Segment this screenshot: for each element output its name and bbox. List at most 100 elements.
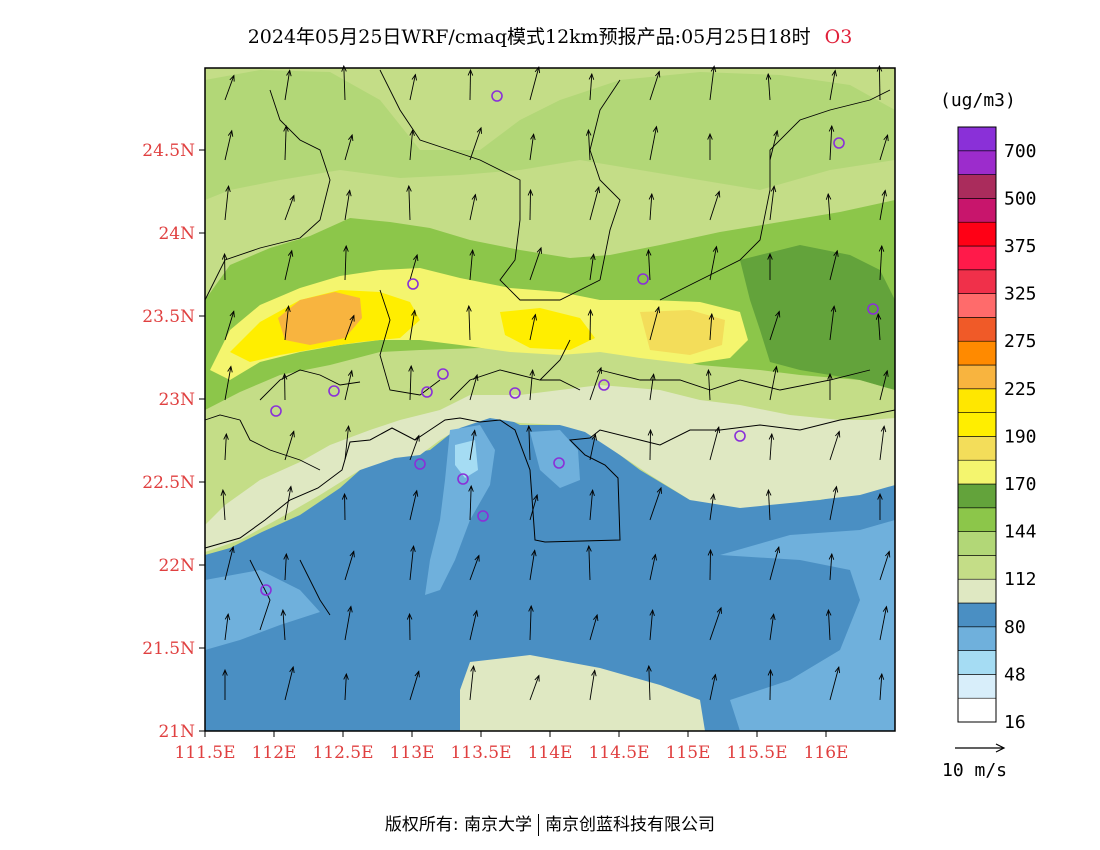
wind-vector (224, 545, 235, 581)
wind-vector-shaft (589, 187, 600, 221)
wind-vector (709, 673, 717, 701)
wind-vector-shaft (343, 66, 346, 101)
wind-vector-shaft (284, 306, 290, 341)
wind-vector-head (346, 189, 352, 197)
wind-vector-head (283, 552, 289, 560)
wind-vector-head (534, 66, 541, 74)
wind-vector-head (586, 544, 592, 552)
vector-scale-arrowhead (995, 743, 1006, 753)
wind-vector-shaft (469, 127, 482, 161)
wind-vector-head (468, 484, 474, 492)
wind-vector-head (648, 192, 655, 200)
province-border (239, 419, 321, 471)
wind-vector (283, 124, 289, 161)
wind-vector-head (287, 485, 293, 493)
station-marker (407, 278, 419, 290)
wind-vector-head (349, 314, 355, 322)
wind-vector-shaft (409, 254, 418, 281)
station-marker (328, 385, 340, 397)
wind-vector-shaft (529, 494, 538, 521)
colorbar-bin (957, 674, 997, 699)
colorbar-bin (957, 483, 997, 509)
wind-vector (825, 192, 832, 221)
wind-vector-shaft (829, 126, 833, 161)
wind-vector (409, 545, 416, 581)
colorbar-bin (957, 531, 997, 556)
wind-vector-head (347, 369, 354, 377)
wind-vector-head (767, 252, 773, 260)
wind-vector-head (774, 546, 781, 554)
wind-vector-shaft (829, 250, 838, 281)
colorbar-bin (957, 317, 997, 342)
wind-vector (707, 132, 713, 160)
colorbar-bin (957, 578, 997, 604)
wind-vector (409, 73, 417, 101)
wind-vector (829, 249, 839, 281)
province-border (204, 414, 241, 421)
wind-vector-head (406, 612, 413, 620)
wind-vector-head (412, 489, 419, 497)
wind-vector-head (707, 548, 714, 556)
colorbar-bin (957, 650, 997, 675)
map-title: 2024年05月25日WRF/cmaq模式12km预报产品:05月25日18时 O… (0, 22, 1100, 49)
wind-vector-head (343, 244, 349, 252)
wind-vector (708, 312, 715, 341)
footer: 版权所有: 南京大学 南京创蓝科技有限公司 (0, 810, 1100, 836)
wind-vector-shaft (284, 554, 287, 581)
colorbar-bin (957, 507, 997, 532)
wind-vector (469, 373, 479, 401)
station-marker (637, 273, 649, 285)
wind-vector-shaft (282, 610, 286, 641)
wind-vector-head (765, 488, 772, 496)
wind-vector-shaft (344, 134, 353, 161)
wind-vector-shaft (709, 607, 722, 641)
wind-vector-shaft (529, 189, 531, 221)
colorbar-bin (957, 412, 997, 437)
lon-tick-label: 114E (528, 743, 573, 763)
wind-vector (469, 554, 480, 581)
wind-vector-shaft (284, 126, 287, 161)
wind-vector (469, 126, 482, 161)
wind-vector (647, 428, 654, 461)
wind-vector-head (645, 248, 652, 256)
station-marker (734, 430, 746, 442)
wind-vector-head (413, 253, 419, 262)
wind-vector (649, 608, 655, 641)
wind-vector (529, 66, 541, 101)
wind-vector-head (649, 608, 655, 616)
footer-left: 版权所有: 南京大学 (384, 815, 533, 835)
wind-vector-head (770, 185, 777, 193)
wind-vector-head (220, 488, 227, 496)
wind-vector-head (716, 606, 722, 614)
province-border (539, 339, 571, 381)
wind-vector-shaft (284, 250, 293, 281)
wind-vector-shaft (709, 66, 715, 101)
wind-vector-shaft (529, 67, 540, 101)
wind-vector (587, 308, 594, 341)
colorbar-label: 16 (1004, 712, 1026, 733)
wind-vector (829, 666, 841, 701)
coastline (204, 409, 896, 549)
wind-vector (709, 65, 717, 101)
wind-vector (586, 544, 592, 581)
wind-vector (709, 606, 722, 641)
station-marker (270, 405, 282, 417)
wind-vector (768, 432, 775, 461)
wind-vector-head (711, 673, 717, 681)
wind-vector-head (882, 605, 889, 613)
wind-vector-shaft (769, 186, 775, 221)
wind-vector-head (406, 184, 412, 192)
wind-vector-shaft (409, 546, 415, 581)
wind-vector (284, 305, 291, 341)
wind-vector-shaft (709, 246, 717, 281)
wind-vector-shaft (829, 70, 836, 101)
wind-vector-head (289, 194, 295, 202)
wind-vector-shaft (589, 614, 598, 641)
wind-vector-head (773, 129, 779, 137)
colorbar-units: (ug/m3) (940, 90, 1016, 111)
orange-core (278, 292, 362, 345)
colorbar-bin (957, 459, 997, 485)
ocean-pocket-west (205, 570, 320, 650)
wind-vector-shaft (529, 247, 542, 281)
wind-vector-shaft (879, 606, 887, 641)
